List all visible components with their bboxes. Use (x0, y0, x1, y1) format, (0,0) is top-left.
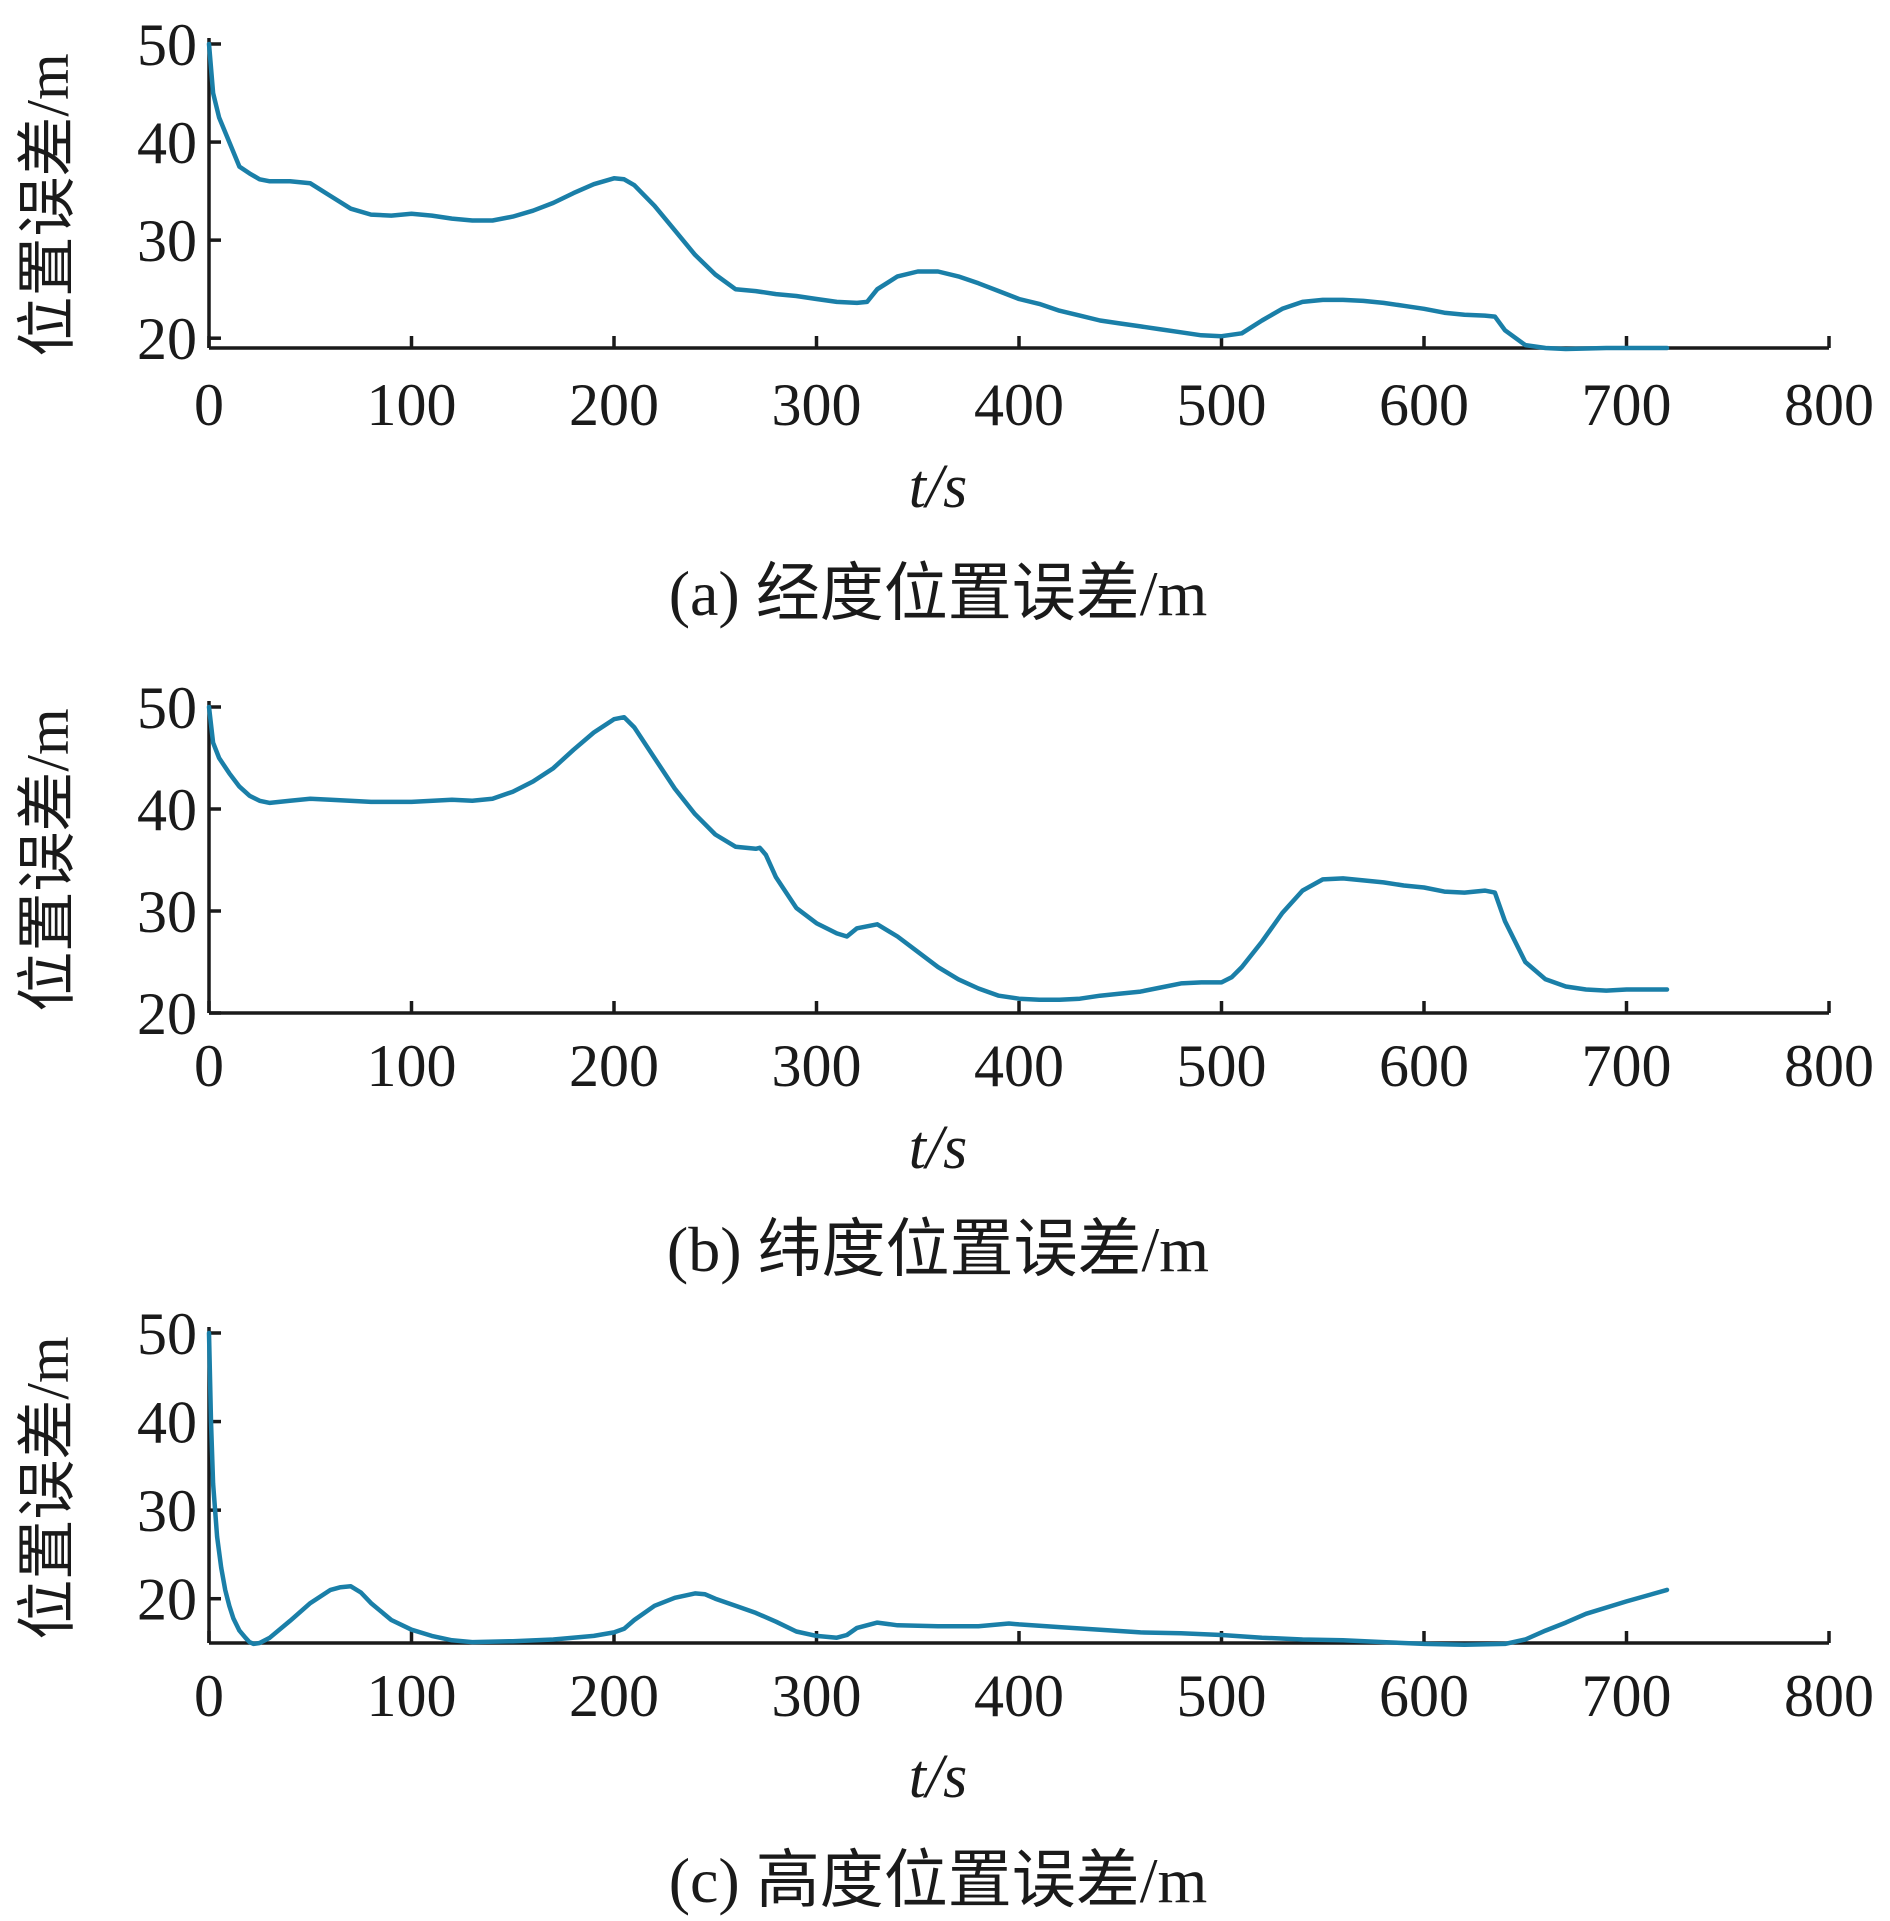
y-tick-label-b-50: 50 (137, 675, 197, 741)
x-tick-label-b-800: 800 (1784, 1033, 1874, 1099)
x-tick-label-a-200: 200 (569, 372, 659, 438)
chart-panel-c: 位置误差/m t/s (c) 高度位置误差/m 0 100 200 300 400 500… (15, 1301, 1874, 1916)
y-tick-label-c-20: 20 (137, 1567, 197, 1633)
x-axis-label-a: t/s (909, 453, 968, 521)
y-tick-label-b-40: 40 (137, 777, 197, 843)
chart-panel-b: 位置误差/m t/s (b) 纬度位置误差/m 0 100 200 300 400 500… (15, 675, 1874, 1285)
chart-caption-b: (b) 纬度位置误差/m (667, 1214, 1209, 1285)
y-tick-label-a-20: 20 (137, 306, 197, 372)
x-tick-label-c-300: 300 (772, 1663, 862, 1729)
y-tick-label-c-30: 30 (137, 1478, 197, 1544)
x-tick-label-c-400: 400 (974, 1663, 1064, 1729)
x-tick-label-b-100: 100 (367, 1033, 457, 1099)
x-tick-label-c-200: 200 (569, 1663, 659, 1729)
x-axis-label-c: t/s (909, 1743, 968, 1811)
chart-caption-a: (a) 经度位置误差/m (669, 558, 1208, 629)
x-tick-label-a-300: 300 (772, 372, 862, 438)
x-tick-label-b-400: 400 (974, 1033, 1064, 1099)
series-line-a (206, 41, 1670, 352)
y-tick-label-c-40: 40 (137, 1390, 197, 1456)
y-axis-label-a: 位置误差/m (15, 53, 81, 356)
x-tick-label-a-600: 600 (1379, 372, 1469, 438)
x-tick-label-a-500: 500 (1177, 372, 1267, 438)
x-tick-label-b-0: 0 (194, 1033, 224, 1099)
y-tick-label-b-30: 30 (137, 879, 197, 945)
x-tick-label-c-500: 500 (1177, 1663, 1267, 1729)
y-tick-label-c-50: 50 (137, 1301, 197, 1367)
x-tick-label-c-700: 700 (1582, 1663, 1672, 1729)
series-line-b (206, 704, 1670, 1002)
x-tick-label-c-600: 600 (1379, 1663, 1469, 1729)
x-tick-label-c-0: 0 (194, 1663, 224, 1729)
y-tick-label-a-40: 40 (137, 110, 197, 176)
x-tick-label-a-800: 800 (1784, 372, 1874, 438)
y-tick-label-a-30: 30 (137, 208, 197, 274)
x-tick-label-b-200: 200 (569, 1033, 659, 1099)
x-tick-label-a-700: 700 (1582, 372, 1672, 438)
series-line-c (206, 1330, 1670, 1648)
x-tick-label-a-100: 100 (367, 372, 457, 438)
x-axis-label-b: t/s (909, 1114, 968, 1182)
y-axis-label-b: 位置误差/m (15, 708, 81, 1011)
x-tick-label-b-600: 600 (1379, 1033, 1469, 1099)
chart-caption-c: (c) 高度位置误差/m (669, 1845, 1208, 1916)
x-tick-label-b-300: 300 (772, 1033, 862, 1099)
x-tick-label-b-500: 500 (1177, 1033, 1267, 1099)
chart-panel-a: 位置误差/m t/s (a) 经度位置误差/m 0 100 200 300 400 500… (15, 12, 1874, 629)
x-tick-label-c-800: 800 (1784, 1663, 1874, 1729)
y-axis-label-c: 位置误差/m (15, 1336, 81, 1639)
x-tick-label-a-400: 400 (974, 372, 1064, 438)
x-tick-label-a-0: 0 (194, 372, 224, 438)
y-tick-label-a-50: 50 (137, 12, 197, 78)
y-tick-label-b-20: 20 (137, 981, 197, 1047)
x-tick-label-c-100: 100 (367, 1663, 457, 1729)
x-tick-label-b-700: 700 (1582, 1033, 1672, 1099)
